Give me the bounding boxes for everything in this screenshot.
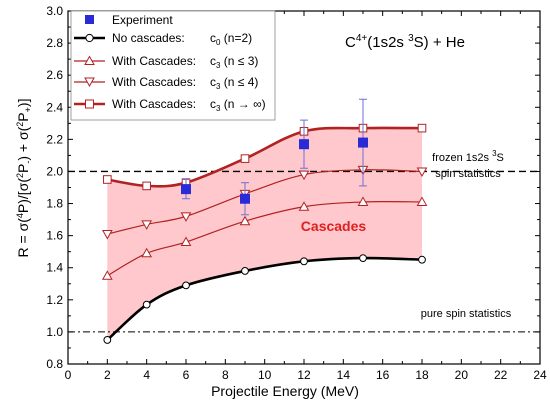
data-point-s2-5 [357, 196, 369, 206]
data-point-s4-3 [240, 154, 250, 163]
data-point-s3-1 [141, 220, 153, 230]
experiment-point-2 [299, 139, 309, 150]
data-point-s3-2 [180, 212, 192, 222]
data-point-s1-5 [359, 254, 367, 263]
data-point-s2-3 [239, 215, 251, 226]
legend-label-no-cascades: No cascades: [112, 31, 185, 45]
x-tick-label-2: 4 [143, 368, 150, 382]
y-tick-label-1: 1.0 [46, 325, 63, 339]
chart-title: C4+(1s2s 3S) + He [345, 33, 465, 51]
data-point-s1-2 [182, 281, 190, 290]
data-point-s2-6 [416, 196, 428, 206]
y-tick-label-4: 1.6 [46, 229, 63, 243]
legend-expr-cascades-n3: c3 (n ≤ 3) [210, 54, 258, 70]
data-point-s1-4 [300, 257, 308, 266]
x-tick-label-8: 16 [376, 368, 390, 382]
legend-entry-experiment: Experiment [85, 13, 173, 27]
legend-label-cascades-inf: With Cascades: [112, 97, 196, 111]
data-point-s3-4 [298, 170, 310, 181]
series-2 [101, 196, 428, 280]
x-axis-label: Projectile Energy (MeV) [211, 383, 359, 399]
data-point-s3-0 [101, 230, 113, 240]
data-point-s2-4 [298, 201, 310, 211]
y-axis-label: R = σ(4P)/[σ(2P-) + σ(2P+)] [15, 99, 33, 258]
y-tick-label-6: 2.0 [46, 164, 63, 178]
legend-label-experiment: Experiment [112, 13, 173, 27]
x-tick-label-11: 22 [494, 368, 508, 382]
legend-label-cascades-n4: With Cascades: [112, 75, 196, 89]
data-point-s1-3 [241, 267, 249, 275]
x-tick-label-7: 14 [337, 368, 351, 382]
legend-entry-cascades-n4: With Cascades: c3 (n ≤ 4) [74, 75, 258, 91]
data-point-s1-0 [103, 336, 112, 344]
x-tick-label-1: 2 [104, 368, 111, 382]
cascades-label: Cascades [301, 218, 367, 234]
legend-entry-cascades-inf: With Cascades: c3 (n → ∞) [74, 97, 266, 113]
legend-entry-cascades-n3: With Cascades: c3 (n ≤ 3) [74, 54, 258, 70]
experiment-point-3 [358, 137, 368, 148]
x-tick-label-12: 24 [533, 368, 547, 382]
legend-expr-cascades-n4: c3 (n ≤ 4) [210, 75, 258, 91]
legend: Experiment No cascades: c0 (n=2) With Ca… [70, 10, 276, 121]
data-point-s4-6 [417, 123, 427, 133]
legend-marker-experiment [85, 15, 94, 24]
legend-label-cascades-n3: With Cascades: [112, 54, 196, 68]
series-1 [103, 254, 426, 344]
frozen-spin-label-line2: spin statistics [435, 168, 501, 180]
y-tick-label-9: 2.6 [46, 68, 63, 82]
experiment-point-1 [240, 193, 250, 204]
y-tick-label-11: 3.0 [46, 4, 63, 18]
data-point-s2-1 [141, 247, 153, 258]
cascade-region-fill [107, 127, 422, 340]
data-point-s4-0 [103, 175, 112, 184]
legend-expr-no-cascades: c0 (n=2) [210, 31, 252, 47]
axis-ticks: 0 2 4 6 8 10 12 14 16 18 20 22 240.81.01.21.41.61.82… [46, 4, 547, 382]
legend-marker-cascades-n4 [84, 77, 95, 88]
y-tick-label-5: 1.8 [46, 197, 63, 211]
x-tick-label-4: 8 [222, 368, 229, 382]
data-point-s3-6 [416, 167, 428, 177]
x-tick-label-0: 0 [65, 368, 72, 382]
x-tick-label-6: 12 [297, 368, 311, 382]
experiment-points [181, 98, 368, 216]
legend-marker-no-cascades [85, 33, 94, 43]
legend-box [70, 10, 276, 121]
y-tick-label-3: 1.4 [46, 261, 63, 275]
data-point-s1-1 [142, 300, 151, 309]
legend-marker-cascades-inf [85, 99, 94, 109]
y-tick-label-0: 0.8 [46, 357, 63, 371]
data-point-s1-6 [418, 255, 426, 264]
frozen-spin-label: frozen 1s2s 3S [432, 149, 504, 164]
x-tick-label-5: 10 [258, 368, 272, 382]
x-tick-label-3: 6 [183, 368, 190, 382]
pure-spin-label: pure spin statistics [421, 308, 512, 320]
y-tick-label-8: 2.4 [46, 100, 63, 114]
x-tick-label-9: 18 [415, 368, 429, 382]
y-tick-label-2: 1.2 [46, 293, 63, 307]
data-point-s4-1 [142, 181, 151, 191]
experiment-point-0 [181, 184, 191, 195]
legend-marker-cascades-n3 [84, 55, 95, 65]
y-tick-label-7: 2.2 [46, 132, 63, 146]
data-point-s2-0 [101, 270, 113, 280]
legend-expr-cascades-inf: c3 (n → ∞) [210, 97, 266, 113]
x-tick-label-10: 20 [455, 368, 469, 382]
legend-entry-no-cascades: No cascades: c0 (n=2) [74, 31, 252, 47]
y-tick-label-10: 2.8 [46, 36, 63, 50]
data-point-s2-2 [180, 236, 192, 247]
cascade-shaded-region [107, 127, 422, 340]
